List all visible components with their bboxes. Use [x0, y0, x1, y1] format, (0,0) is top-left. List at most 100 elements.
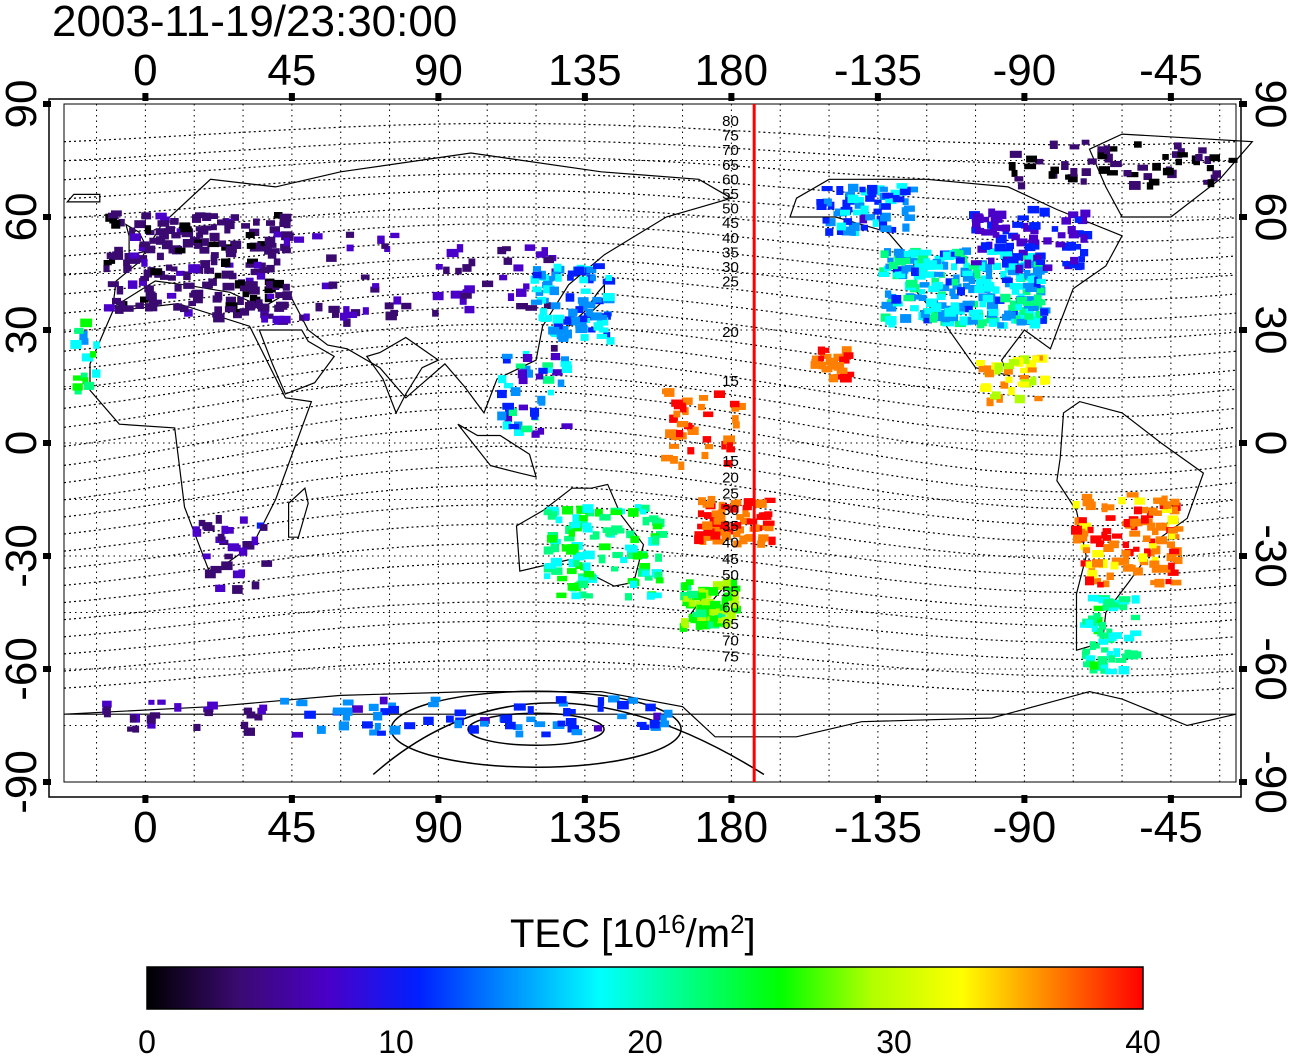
tec-point — [114, 246, 123, 254]
tec-point — [922, 262, 934, 270]
tec-point — [825, 218, 836, 227]
tec-point — [992, 232, 1000, 238]
tec-point — [346, 311, 358, 318]
tec-point — [1078, 216, 1088, 225]
tec-point — [1099, 632, 1109, 639]
tec-point — [1075, 263, 1083, 271]
tec-point — [194, 242, 202, 249]
tec-point — [272, 315, 285, 323]
tec-point — [1082, 650, 1089, 660]
tec-point — [1026, 155, 1037, 163]
tec-point — [669, 414, 678, 423]
tec-point — [962, 300, 975, 306]
tec-point — [563, 319, 572, 325]
tec-point — [1018, 249, 1028, 256]
tec-point — [885, 316, 897, 325]
tec-point — [1140, 515, 1149, 524]
tec-point — [671, 399, 683, 407]
tec-point — [1104, 153, 1113, 163]
tec-point — [285, 234, 292, 240]
tec-point — [1118, 497, 1126, 505]
tec-point — [906, 186, 919, 193]
top-lon-tick-label: 90 — [414, 46, 463, 95]
frame-tick — [581, 93, 588, 101]
tec-point — [833, 362, 845, 371]
tec-point — [204, 569, 216, 579]
tec-point — [703, 411, 714, 418]
tec-point — [1098, 638, 1109, 645]
left-lat-tick-label: 30 — [0, 306, 46, 355]
tec-point — [756, 514, 767, 520]
tec-point — [572, 514, 581, 523]
tec-point — [143, 269, 152, 278]
tec-point — [986, 300, 999, 310]
tec-point — [1085, 655, 1096, 661]
tec-point — [377, 235, 385, 244]
tec-point — [975, 227, 985, 235]
tec-point — [446, 715, 454, 723]
tec-point — [464, 285, 475, 294]
colorbar-tick-label: 0 — [138, 1024, 156, 1057]
tec-point — [1012, 221, 1024, 228]
tec-point — [165, 226, 175, 234]
tec-point — [586, 266, 597, 274]
tec-point — [687, 590, 698, 599]
tec-point — [604, 312, 611, 320]
tec-point — [1204, 156, 1212, 164]
tec-point — [743, 498, 755, 507]
tec-point — [678, 461, 685, 470]
tec-point — [160, 274, 169, 280]
tec-point — [174, 703, 182, 712]
tec-point — [732, 421, 740, 429]
right-lat-tick-label: -30 — [1246, 524, 1292, 588]
tec-point — [1022, 289, 1031, 296]
tec-point — [1119, 603, 1128, 611]
tec-point — [253, 218, 260, 226]
tec-point — [1105, 515, 1116, 521]
tec-point — [670, 456, 678, 464]
tec-point — [698, 619, 707, 626]
frame-tick — [435, 795, 442, 803]
tec-point — [544, 314, 553, 322]
coastline — [89, 302, 313, 576]
tec-point — [550, 345, 558, 352]
tec-point — [239, 285, 250, 292]
tec-point — [577, 297, 589, 304]
tec-point — [702, 436, 712, 443]
tec-point — [141, 259, 148, 267]
tec-point — [822, 198, 832, 207]
tec-point — [1000, 293, 1011, 303]
tec-point — [1172, 556, 1183, 563]
top-lon-tick-label: 45 — [267, 46, 316, 95]
tec-point — [988, 257, 995, 265]
tec-point — [1167, 569, 1179, 576]
tec-point — [280, 697, 290, 705]
tec-point — [962, 272, 975, 282]
tec-point — [1015, 264, 1023, 274]
tec-point — [518, 376, 528, 385]
tec-point — [923, 317, 932, 324]
tec-point — [1048, 171, 1056, 179]
tec-point — [328, 305, 340, 313]
tec-point — [695, 609, 707, 618]
tec-point — [699, 395, 709, 401]
tec-point — [1122, 653, 1132, 659]
tec-point — [146, 715, 156, 724]
tec-point — [860, 224, 868, 231]
tec-point — [585, 309, 594, 317]
tec-point — [1069, 262, 1080, 269]
tec-point — [992, 262, 1001, 270]
tec-point — [546, 506, 559, 514]
tec-point — [663, 709, 673, 718]
tec-point — [455, 267, 462, 275]
tec-point — [1118, 596, 1131, 603]
tec-point — [1097, 656, 1108, 665]
tec-point — [1206, 165, 1214, 172]
tec-point — [202, 281, 213, 289]
tec-point — [535, 373, 544, 380]
tec-point — [225, 527, 234, 534]
tec-point — [321, 282, 333, 290]
tec-point — [129, 227, 136, 236]
tec-point — [931, 264, 943, 270]
tec-point — [1207, 179, 1215, 188]
